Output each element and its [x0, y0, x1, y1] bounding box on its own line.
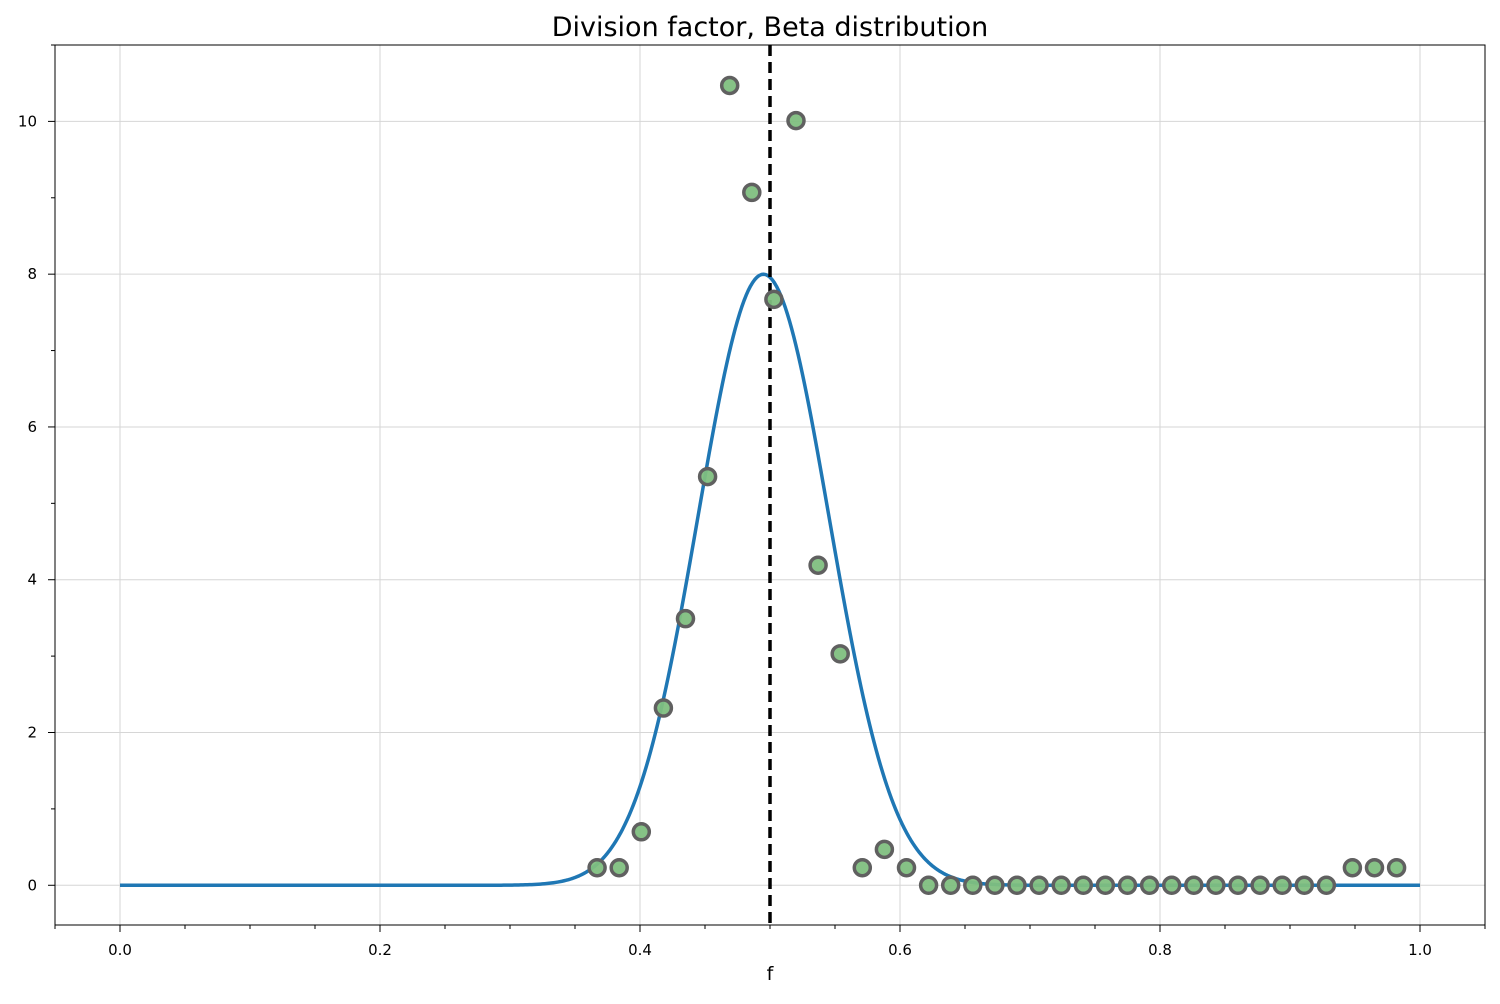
- data-point: [918, 875, 939, 896]
- data-point: [1206, 875, 1226, 896]
- x-axis-label: f: [767, 963, 775, 985]
- data-point: [1051, 875, 1071, 896]
- data-point: [609, 857, 629, 878]
- x-tick-label: 1.0: [1408, 941, 1432, 959]
- y-tick-label: 2: [27, 724, 37, 742]
- data-point: [697, 466, 718, 487]
- x-tick-label: 0.6: [888, 941, 912, 959]
- y-tick-label: 10: [18, 112, 37, 130]
- data-point: [1073, 875, 1094, 896]
- data-point: [786, 110, 806, 131]
- y-tick-label: 6: [27, 418, 37, 436]
- data-point: [1228, 875, 1248, 896]
- data-point: [1007, 875, 1027, 896]
- data-point: [1386, 857, 1407, 878]
- data-point: [1095, 875, 1116, 896]
- data-point: [1117, 875, 1138, 896]
- data-point: [587, 857, 607, 878]
- ticks-layer: 0.0 0.2 0.4 0.6 0.8 1.0 0 2 4 6 8 10: [18, 44, 1486, 959]
- data-point: [830, 644, 850, 664]
- x-tick-label: 0.2: [368, 941, 392, 959]
- data-point: [1139, 875, 1160, 896]
- data-point: [1272, 875, 1292, 896]
- data-point: [874, 839, 895, 860]
- data-point: [675, 608, 696, 629]
- data-point: [808, 555, 828, 575]
- points-layer: [587, 75, 1407, 896]
- data-point: [940, 875, 961, 896]
- data-point: [764, 289, 784, 310]
- data-point: [963, 875, 983, 896]
- y-tick-label: 0: [27, 876, 37, 894]
- chart-title: Division factor, Beta distribution: [552, 12, 989, 43]
- data-point: [742, 182, 762, 203]
- data-point: [1161, 875, 1182, 896]
- data-point: [1184, 875, 1204, 896]
- data-point: [653, 698, 674, 718]
- y-tick-label: 4: [27, 571, 37, 589]
- data-point: [1294, 875, 1315, 896]
- data-point: [631, 822, 652, 842]
- y-tick-label: 8: [27, 265, 37, 283]
- data-point: [1364, 857, 1385, 878]
- data-point: [1250, 875, 1270, 896]
- data-point: [1342, 857, 1363, 878]
- data-point: [719, 75, 740, 96]
- data-point: [1316, 875, 1337, 896]
- data-point: [1029, 875, 1049, 896]
- data-point: [985, 875, 1005, 896]
- x-tick-label: 0.4: [628, 941, 652, 959]
- x-tick-label: 0.0: [108, 941, 132, 959]
- x-tick-label: 0.8: [1148, 941, 1172, 959]
- data-point: [852, 857, 873, 878]
- data-point: [896, 857, 917, 878]
